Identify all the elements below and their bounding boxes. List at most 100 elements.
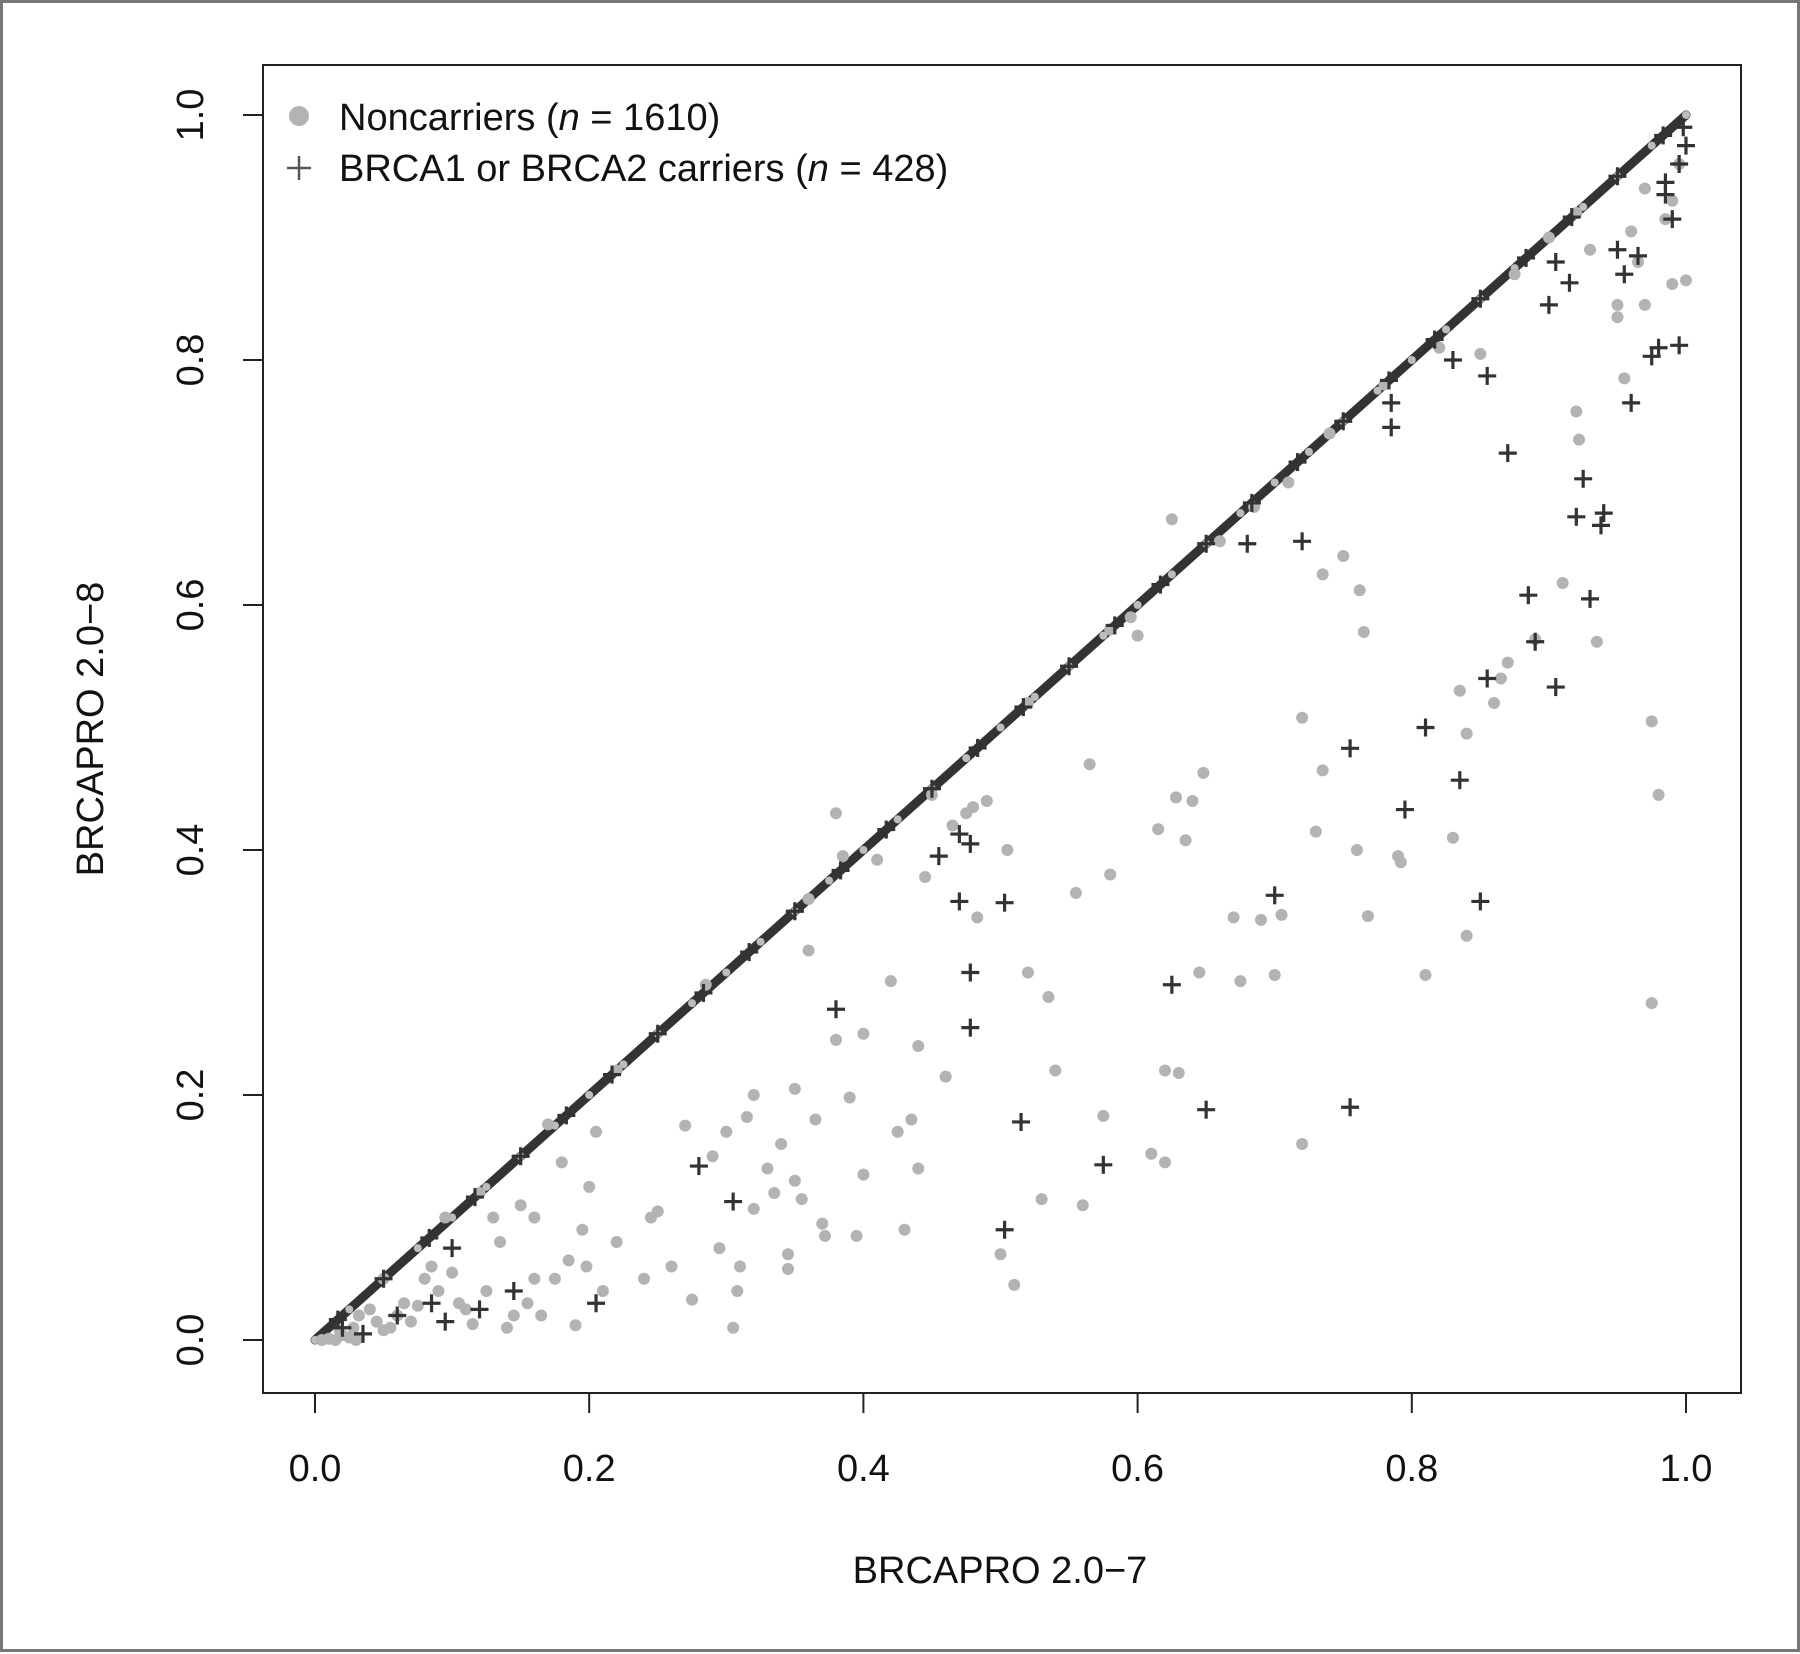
x-tick-label: 0.6 — [1111, 1448, 1164, 1490]
noncarrier-point — [1453, 684, 1466, 697]
noncarrier-point — [580, 1260, 593, 1273]
noncarrier-point — [1666, 278, 1679, 291]
noncarrier-point — [384, 1321, 397, 1334]
diagonal-carrier-point — [877, 820, 896, 839]
noncarrier-point — [576, 1223, 589, 1236]
y-tick-label: 1.0 — [170, 89, 212, 142]
y-tick-label: 0.8 — [170, 334, 212, 387]
noncarrier-point — [446, 1266, 459, 1279]
carrier-point — [1546, 678, 1565, 697]
y-axis: 0.0 0.2 0.4 0.6 0.8 1.0 — [170, 89, 264, 1367]
legend-noncarrier-marker — [289, 106, 309, 126]
legend: Noncarriers (n = 1610) BRCA1 or BRCA2 ca… — [287, 97, 948, 190]
diagonal-carrier-point — [1608, 167, 1627, 186]
carrier-point — [1416, 718, 1435, 737]
diagonal-noncarrier-point — [1167, 570, 1176, 579]
carrier-point — [929, 847, 948, 866]
carrier-point — [961, 963, 980, 982]
noncarrier-point — [1152, 823, 1165, 836]
carrier-point — [961, 1018, 980, 1037]
diagonal-noncarrier-point — [1579, 202, 1588, 211]
carrier-point — [436, 1312, 455, 1331]
noncarrier-point — [1008, 1278, 1021, 1291]
noncarrier-point — [1361, 910, 1374, 923]
noncarrier-point — [583, 1180, 596, 1193]
noncarrier-point — [514, 1199, 527, 1212]
carrier-point — [1574, 469, 1593, 488]
noncarrier-point — [1680, 274, 1692, 287]
diagonal-noncarrier-point — [1304, 447, 1313, 456]
noncarrier-point — [1193, 966, 1206, 979]
carrier-point — [1649, 338, 1668, 357]
noncarrier-point — [555, 1156, 568, 1169]
noncarrier-point — [1049, 1064, 1062, 1077]
noncarrier-point — [781, 1262, 794, 1275]
carrier-point — [1162, 975, 1181, 994]
noncarrier-point — [411, 1299, 424, 1312]
carrier-point — [1526, 632, 1545, 651]
noncarrier-point — [1638, 298, 1651, 311]
noncarrier-point — [857, 1168, 870, 1181]
noncarrier-point — [1186, 795, 1199, 807]
noncarrier-point — [370, 1315, 383, 1328]
carrier-point — [1471, 892, 1490, 911]
diagonal-carrier-point — [1334, 412, 1353, 431]
carrier-point — [1238, 534, 1257, 553]
diagonal-carrier-point — [511, 1147, 530, 1166]
noncarrier-point — [686, 1293, 699, 1306]
noncarrier-point — [706, 1150, 719, 1163]
noncarrier-point — [1460, 727, 1473, 740]
noncarrier-point — [1570, 405, 1583, 418]
noncarrier-point — [1124, 611, 1137, 624]
legend-noncarrier-label: Noncarriers (n = 1610) — [339, 97, 720, 139]
noncarrier-point — [507, 1309, 520, 1322]
carrier-point — [1450, 771, 1469, 790]
noncarrier-point — [1282, 476, 1295, 489]
y-tick-label: 0.0 — [170, 1314, 212, 1367]
noncarrier-point — [528, 1272, 541, 1285]
noncarrier-point — [1296, 1138, 1309, 1150]
noncarrier-point — [1488, 697, 1501, 709]
noncarrier-point — [569, 1319, 582, 1332]
noncarrier-point — [347, 1321, 360, 1334]
x-axis-label: BRCAPRO 2.0−7 — [853, 1550, 1148, 1592]
noncarrier-point — [898, 1223, 911, 1236]
diagonal-carrier-point — [694, 983, 713, 1002]
noncarrier-point — [905, 1113, 918, 1126]
noncarrier-point — [967, 801, 980, 814]
carrier-point — [422, 1294, 441, 1313]
noncarrier-point — [980, 795, 993, 807]
noncarrier-point — [1652, 788, 1665, 801]
diagonal-carrier-point — [1242, 493, 1261, 512]
diagonal-band — [310, 110, 1691, 1345]
noncarrier-point — [418, 1272, 431, 1285]
noncarrier-point — [1021, 966, 1034, 979]
carrier-point — [1382, 418, 1401, 437]
noncarrier-point — [1254, 913, 1267, 926]
diagonal-carrier-point — [1471, 289, 1490, 308]
noncarrier-point — [1083, 758, 1096, 771]
noncarrier-point — [398, 1297, 411, 1310]
carrier-point — [950, 892, 969, 911]
carrier-point — [1560, 273, 1579, 292]
noncarrier-point — [350, 1334, 363, 1346]
carrier-point — [1395, 800, 1414, 819]
carrier-points — [328, 118, 1695, 1343]
noncarrier-point — [459, 1303, 472, 1316]
noncarrier-point — [1446, 831, 1459, 844]
carrier-point — [1498, 444, 1517, 463]
diagonal-noncarrier-point — [1647, 141, 1656, 150]
noncarrier-point — [1197, 766, 1210, 779]
noncarrier-point — [802, 893, 815, 905]
diagonal-noncarrier-point — [1270, 478, 1279, 487]
diagonal-noncarrier-point — [413, 1244, 422, 1253]
y-tick-label: 0.6 — [170, 579, 212, 632]
noncarrier-point — [1179, 834, 1192, 847]
noncarrier-point — [466, 1318, 479, 1331]
noncarrier-point — [1501, 656, 1514, 669]
diagonal-carrier-point — [557, 1106, 576, 1125]
noncarrier-point — [1234, 975, 1247, 988]
noncarrier-point — [1268, 968, 1281, 981]
carrier-point — [1478, 366, 1497, 385]
diagonal-noncarrier-point — [859, 846, 868, 854]
